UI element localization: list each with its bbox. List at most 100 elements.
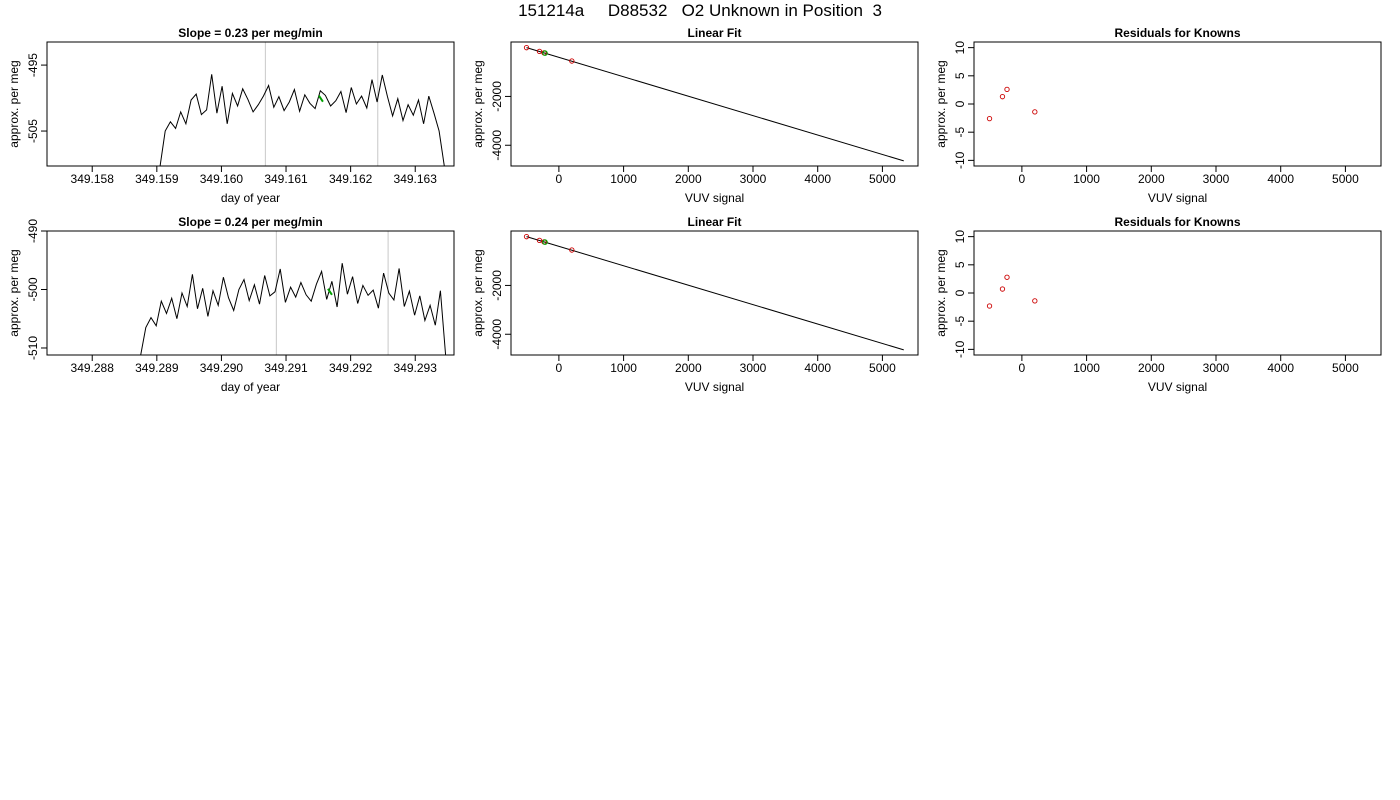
x-tick-label: 0: [556, 361, 563, 375]
y-tick-label: 10: [953, 230, 967, 244]
x-tick-label: 2000: [675, 361, 702, 375]
x-tick-label: 349.158: [71, 172, 115, 186]
x-tick-label: 349.291: [264, 361, 308, 375]
chart-title: Slope = 0.23 per meg/min: [178, 26, 322, 40]
x-tick-label: 1000: [610, 361, 637, 375]
x-tick-label: 1000: [1073, 172, 1100, 186]
known-point: [523, 234, 530, 240]
x-tick-label: 349.288: [71, 361, 115, 375]
plot-marks: [986, 274, 1038, 309]
y-tick-label: -2000: [490, 81, 504, 112]
x-tick-label: 349.160: [200, 172, 244, 186]
y-tick-label: -2000: [490, 270, 504, 301]
y-tick-label: -5: [953, 316, 967, 327]
x-axis-label: VUV signal: [1148, 380, 1207, 394]
x-axis-label: day of year: [221, 191, 280, 205]
y-tick-label: -4000: [490, 319, 504, 350]
y-axis-label: approx. per meg: [934, 60, 948, 147]
y-tick-label: -505: [26, 119, 40, 143]
x-axis-label: VUV signal: [1148, 191, 1207, 205]
plot-marks: [523, 234, 904, 351]
x-tick-label: 0: [1019, 361, 1026, 375]
known-point: [986, 303, 993, 309]
y-tick-label: 5: [953, 261, 967, 268]
x-tick-label: 349.289: [135, 361, 179, 375]
x-tick-label: 5000: [869, 172, 896, 186]
x-tick-label: 4000: [1267, 361, 1294, 375]
chart-panel-6: Residuals for Knowns 0 1000 2000 3000 4000 500…: [934, 215, 1382, 394]
plot-frame: [46, 230, 455, 356]
x-tick-label: 4000: [804, 172, 831, 186]
highlight-point: [327, 288, 333, 296]
plot-frame: [46, 41, 455, 167]
known-point: [999, 286, 1006, 292]
y-tick-label: -10: [953, 151, 967, 169]
x-axis-label: day of year: [221, 380, 280, 394]
x-tick-label: 3000: [1203, 361, 1230, 375]
x-tick-label: 3000: [740, 172, 767, 186]
y-axis-label: approx. per meg: [471, 249, 485, 336]
plot-marks: [523, 45, 904, 162]
x-tick-label: 1000: [610, 172, 637, 186]
y-axis-label: approx. per meg: [7, 249, 21, 336]
chart-title: Linear Fit: [687, 215, 741, 229]
x-tick-label: 5000: [869, 361, 896, 375]
x-tick-label: 3000: [1203, 172, 1230, 186]
x-tick-label: 1000: [1073, 361, 1100, 375]
series-line: [159, 74, 445, 166]
plot-marks: [986, 86, 1038, 122]
chart-panel-5: Linear Fit 0 1000 2000 3000 4000 5000 VUV signa…: [471, 215, 919, 394]
known-point: [536, 237, 543, 244]
x-tick-label: 4000: [1267, 172, 1294, 186]
x-tick-label: 349.290: [200, 361, 244, 375]
x-tick-label: 349.162: [329, 172, 373, 186]
page-title: 151214a D88532 O2 Unknown in Position 3: [518, 1, 882, 20]
y-tick-label: -10: [953, 340, 967, 358]
chart-panel-1: Slope = 0.23 per meg/min 349.158 349.159 34…: [7, 26, 455, 205]
x-tick-label: 0: [556, 172, 563, 186]
x-tick-label: 349.159: [135, 172, 179, 186]
known-point: [1032, 298, 1038, 304]
x-tick-label: 5000: [1332, 172, 1359, 186]
x-tick-label: 2000: [675, 172, 702, 186]
unknown-point: [542, 50, 548, 56]
plot-frame: [510, 230, 919, 356]
y-tick-label: -5: [953, 127, 967, 138]
y-axis-label: approx. per meg: [471, 60, 485, 147]
chart-title: Residuals for Knowns: [1114, 215, 1240, 229]
plot-marks: [159, 42, 445, 166]
known-point: [1032, 109, 1038, 115]
known-point: [1004, 274, 1010, 280]
x-tick-label: 3000: [740, 361, 767, 375]
y-tick-label: 5: [953, 72, 967, 79]
x-tick-label: 4000: [804, 361, 831, 375]
x-tick-label: 349.293: [394, 361, 438, 375]
known-point: [536, 48, 543, 55]
chart-title: Slope = 0.24 per meg/min: [178, 215, 322, 229]
chart-panel-2: Linear Fit 0 1000 2000 3000 4000 5000 VUV signa…: [471, 26, 919, 205]
series-line: [140, 263, 447, 355]
chart-panel-3: Residuals for Knowns 0 1000 2000 3000 4000 500…: [934, 26, 1382, 205]
x-axis-label: VUV signal: [685, 380, 744, 394]
chart-title: Linear Fit: [687, 26, 741, 40]
x-axis-label: VUV signal: [685, 191, 744, 205]
y-tick-label: -490: [26, 219, 40, 243]
x-tick-label: 2000: [1138, 361, 1165, 375]
known-point: [999, 94, 1006, 100]
y-tick-label: -495: [26, 53, 40, 77]
fit-line: [526, 236, 904, 351]
known-point: [1004, 86, 1010, 92]
x-tick-label: 349.161: [264, 172, 308, 186]
known-point: [569, 58, 575, 64]
plot-frame: [973, 41, 1382, 167]
y-tick-label: -510: [26, 336, 40, 360]
x-tick-label: 2000: [1138, 172, 1165, 186]
y-axis-label: approx. per meg: [934, 249, 948, 336]
known-point: [523, 45, 530, 51]
highlight-point: [318, 95, 324, 103]
known-point: [986, 116, 993, 122]
x-tick-label: 0: [1019, 172, 1026, 186]
known-point: [569, 247, 575, 253]
x-tick-label: 349.292: [329, 361, 373, 375]
